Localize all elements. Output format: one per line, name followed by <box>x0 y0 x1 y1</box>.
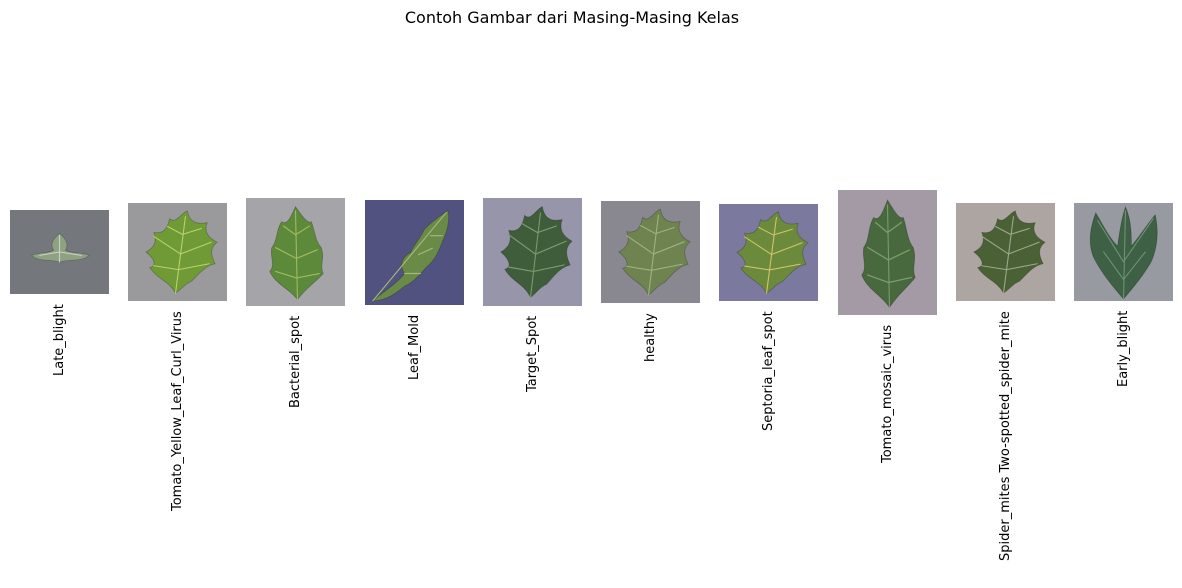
sample-image <box>601 201 700 303</box>
leaf-shape <box>1089 205 1158 300</box>
leaf-photo <box>838 190 937 315</box>
class-label: healthy <box>643 313 658 362</box>
leaf-shape <box>618 208 691 296</box>
sample-image <box>719 204 818 301</box>
leaf-veins <box>1097 210 1154 300</box>
sample-image <box>128 203 227 301</box>
leaf-veins <box>275 210 320 301</box>
class-label: Septoria_leaf_spot <box>761 311 776 431</box>
leaf-shape <box>145 210 218 294</box>
class-label: Bacterial_spot <box>288 315 303 408</box>
class-label: Target_Spot <box>525 315 540 392</box>
leaf-veins <box>981 216 1040 294</box>
class-label: Early_blight <box>1116 310 1131 387</box>
sample-image <box>10 210 109 294</box>
leaf-photo <box>719 204 818 301</box>
sample-image <box>246 198 345 306</box>
sample-image <box>956 203 1055 301</box>
figure-title: Contoh Gambar dari Masing-Masing Kelas <box>404 8 740 27</box>
sample-image <box>365 200 464 305</box>
leaf-photo <box>128 203 227 301</box>
leaf-photo <box>365 200 464 305</box>
leaf-veins <box>626 214 685 296</box>
leaf-veins <box>39 234 82 263</box>
sample-image <box>1074 203 1173 301</box>
sample-image <box>838 190 937 315</box>
class-label: Leaf_Mold <box>407 314 422 380</box>
leaf-shape <box>736 211 809 294</box>
class-label: Late_blight <box>52 304 67 376</box>
leaf-veins <box>744 217 803 294</box>
leaf-photo <box>483 198 582 306</box>
leaf-veins <box>508 212 567 298</box>
leaf-photo <box>956 203 1055 301</box>
leaf-shape <box>973 210 1046 294</box>
leaf-photo <box>1074 203 1173 301</box>
leaf-photo <box>246 198 345 306</box>
leaf-shape <box>31 233 90 263</box>
leaf-veins <box>153 216 212 294</box>
leaf-shape <box>500 206 573 298</box>
class-label: Tomato_Yellow_Leaf_Curl_Virus <box>170 311 185 511</box>
class-label: Spider_mites Two-spotted_spider_mite <box>998 311 1013 561</box>
leaf-photo <box>10 210 109 294</box>
leaf-veins <box>372 212 447 302</box>
sample-image <box>483 198 582 306</box>
leaf-veins <box>867 204 912 309</box>
leaf-photo <box>601 201 700 303</box>
class-label: Tomato_mosaic_virus <box>880 324 895 463</box>
